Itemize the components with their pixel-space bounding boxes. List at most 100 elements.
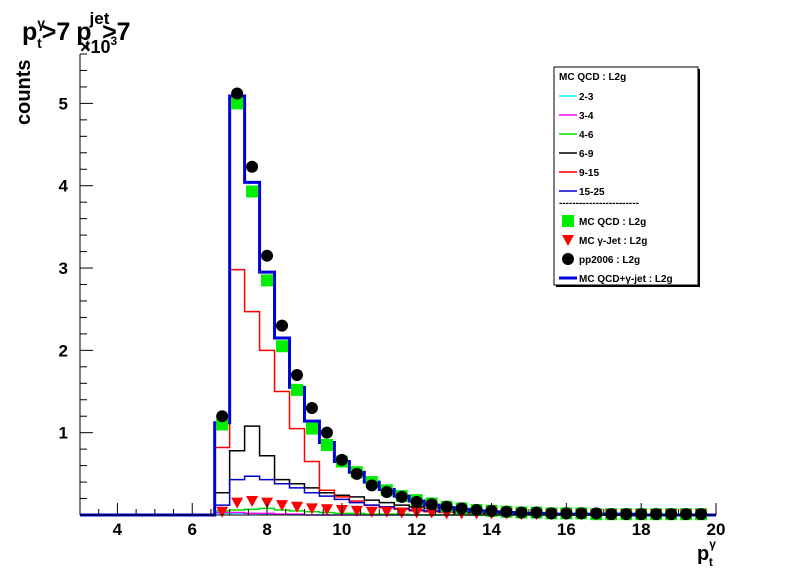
title-t2: t (85, 37, 90, 53)
legend-item-mc-qcd-l2g: MC QCD : L2g (562, 215, 646, 228)
pp2006-point (515, 506, 528, 519)
pp2006-point (395, 490, 408, 503)
mc-gamma-jet-point (395, 507, 408, 519)
title-t: t (37, 35, 42, 51)
pp2006-point (590, 507, 603, 520)
legend-item-mc-qcd-jet-l2g: MC QCD+γ-jet : L2g (559, 274, 673, 285)
legend-item-4-6: 4-6 (559, 130, 594, 141)
y-tick-label: 3 (59, 259, 68, 278)
legend-label: MC QCD : L2g (579, 217, 646, 228)
y-multiplier: ×103 (80, 34, 118, 57)
legend-label: 3-4 (579, 111, 594, 122)
chart-title: pγ t>7 pjet t >7 (22, 9, 131, 53)
x-tick-label: 14 (482, 520, 501, 539)
title-gt7-b: >7 (102, 18, 131, 46)
x-tick-label: 20 (707, 520, 726, 539)
pp2006-point (605, 508, 618, 521)
legend-square-swatch (562, 215, 574, 227)
legend-circle-swatch (562, 253, 574, 265)
mc-qcd-point (216, 418, 229, 431)
mc-qcd-point (231, 97, 244, 110)
mc-gamma-jet-point (290, 501, 303, 513)
mc-qcd-point (246, 185, 259, 198)
legend-header: MC QCD : L2g (559, 72, 626, 83)
pp2006-point (380, 485, 393, 498)
legend-item-2-3: 2-3 (559, 92, 594, 103)
pp2006-point (425, 498, 438, 511)
x-tick-label: 16 (557, 520, 576, 539)
mc-gamma-jet-point (276, 500, 289, 512)
pp2006-point (246, 160, 259, 173)
y-tick-label: 4 (59, 177, 69, 196)
mc-qcd-point (261, 274, 274, 287)
mc-gamma-jet-point (231, 497, 244, 509)
x-label-gamma: γ (709, 537, 716, 551)
mc-gamma-jet-point (216, 506, 229, 518)
pp2006-point (620, 508, 633, 521)
mc-qcd-point (276, 340, 289, 353)
pp2006-point (440, 500, 453, 513)
y-multiplier-exp: 3 (111, 34, 118, 48)
legend-label: 6-9 (579, 149, 594, 160)
y-tick-label: 5 (59, 94, 68, 113)
pp2006-point (261, 249, 274, 262)
pp2006-point (305, 401, 318, 414)
pp2006-point (231, 87, 244, 100)
legend-separator: ------------------------ (559, 198, 639, 209)
pp2006-point (216, 410, 229, 423)
mc-qcd-point (290, 383, 303, 396)
legend-triangle-swatch (562, 235, 574, 246)
mc-gamma-jet-point (365, 506, 378, 518)
legend-item-mc-jet-l2g: MC γ-Jet : L2g (562, 235, 647, 247)
y-tick-label: 2 (59, 341, 68, 360)
pp2006-point (320, 426, 333, 439)
legend-item-9-15: 9-15 (559, 168, 599, 179)
x-tick-label: 10 (332, 520, 351, 539)
y-tick-label: 1 (59, 424, 68, 443)
mc-gamma-jet-point (246, 496, 259, 508)
mc-gamma-jet-point (305, 503, 318, 515)
plot-area (80, 87, 716, 521)
mc-qcd-point (320, 439, 333, 452)
pp2006-point (695, 508, 708, 521)
legend-label: 4-6 (579, 130, 594, 141)
x-tick-label: 18 (632, 520, 651, 539)
legend-label: 9-15 (579, 168, 599, 179)
x-tick-label: 6 (188, 520, 197, 539)
legend-item-3-4: 3-4 (559, 111, 594, 122)
mc-qcd-point (305, 422, 318, 435)
x-label-t: t (709, 555, 713, 569)
pp2006-point (680, 508, 693, 521)
pp2006-point (365, 479, 378, 492)
series-pp2006-l2g (216, 87, 708, 521)
pp2006-point (276, 319, 289, 332)
x-tick-label: 8 (262, 520, 271, 539)
mc-gamma-jet-point (320, 504, 333, 516)
pp2006-point (410, 495, 423, 508)
pp2006-point (455, 502, 468, 515)
legend-label: pp2006 : L2g (579, 255, 640, 266)
mc-gamma-jet-point (380, 506, 393, 518)
legend-item-pp2006-l2g: pp2006 : L2g (562, 253, 640, 266)
x-tick-label: 12 (407, 520, 426, 539)
legend-item-6-9: 6-9 (559, 149, 594, 160)
pp2006-point (530, 506, 543, 519)
legend-label: 15-25 (579, 187, 605, 198)
legend: MC QCD : L2g 2-3 3-4 4-6 6-9 9-15 15-25 MC QCD … (553, 66, 700, 287)
pp2006-point (575, 507, 588, 520)
legend-label: MC QCD+γ-jet : L2g (579, 274, 673, 285)
pp2006-point (335, 453, 348, 466)
legend-label: MC γ-Jet : L2g (579, 236, 647, 247)
x-tick-label: 4 (113, 520, 123, 539)
pp2006-point (545, 507, 558, 520)
title-gamma: γ (37, 15, 45, 31)
x-axis-label: pγ t (697, 537, 716, 569)
y-multiplier-base: ×10 (80, 37, 111, 57)
x-label-p: p (697, 543, 709, 565)
legend-item-15-25: 15-25 (559, 187, 605, 198)
legend-label: 2-3 (579, 92, 594, 103)
pp2006-point (650, 508, 663, 521)
pp2006-point (350, 467, 363, 480)
